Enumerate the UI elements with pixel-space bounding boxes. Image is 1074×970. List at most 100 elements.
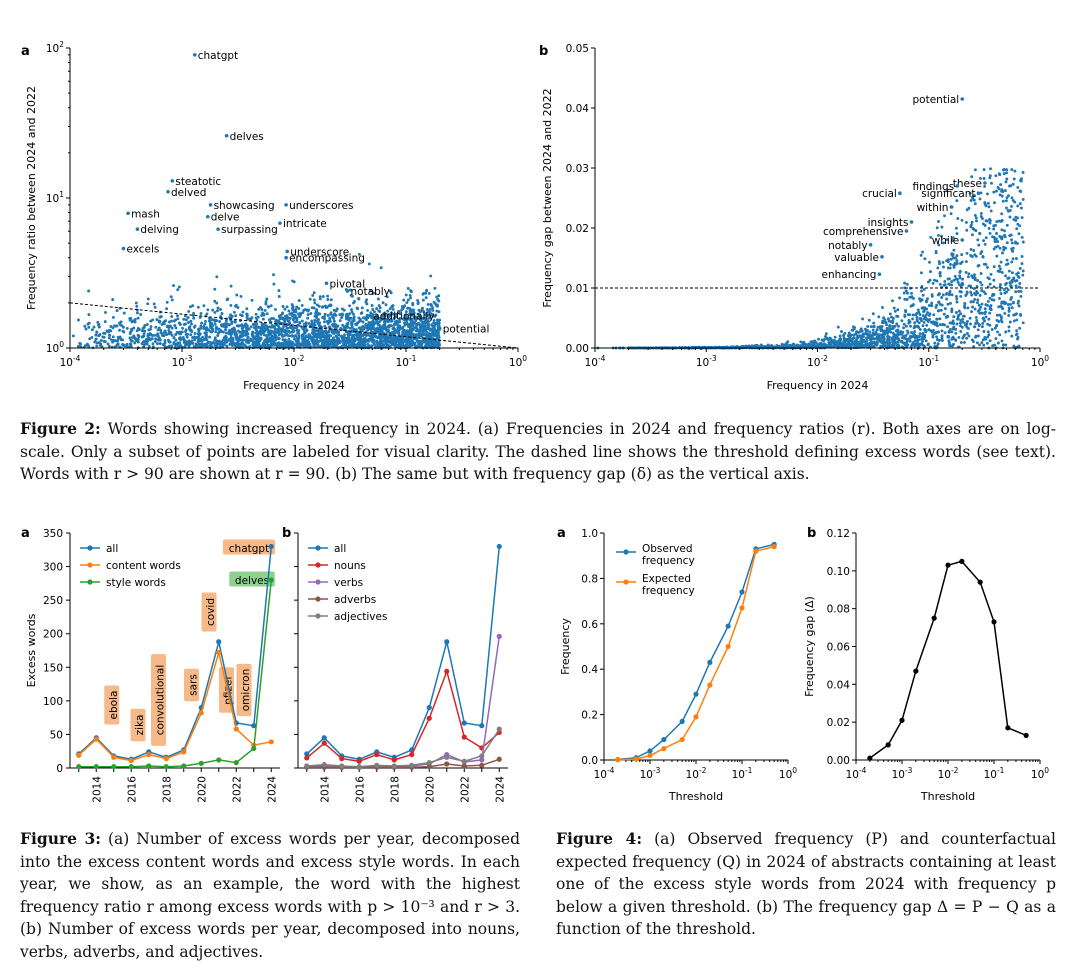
scatter-point [973,307,977,311]
scatter-point [997,264,1001,268]
scatter-point [947,330,951,334]
scatter-point [366,328,370,332]
scatter-point [1016,216,1019,220]
legend-label: frequency [642,555,695,567]
scatter-point [248,339,251,343]
scatter-point [889,320,893,324]
scatter-point [90,328,94,332]
scatter-point [92,325,96,329]
scatter-point [202,325,206,329]
scatter-point [288,316,292,320]
scatter-point [1010,196,1014,200]
scatter-point [1011,257,1015,261]
scatter-point [314,310,318,314]
scatter-point [170,314,174,318]
series-line [869,560,1027,759]
scatter-point [817,337,820,341]
scatter-point [988,339,992,343]
scatter-point [883,331,887,335]
scatter-point [954,226,958,230]
scatter-point [332,319,336,323]
scatter-point [871,332,875,336]
series-point [693,714,699,720]
scatter-point [1017,289,1020,293]
scatter-point [970,274,974,278]
scatter-point [76,318,80,322]
scatter-point [980,283,984,287]
labeled-point [437,326,442,331]
scatter-point [170,319,173,323]
scatter-point [379,336,383,339]
scatter-point [949,301,952,305]
scatter-point [848,339,852,343]
scatter-point [895,314,899,318]
series-point [146,763,152,769]
scatter-point [1003,311,1007,315]
scatter-point [945,297,949,301]
scatter-point [1020,255,1024,258]
scatter-point [257,341,260,345]
scatter-point [938,262,941,266]
scatter-point [837,340,840,344]
scatter-point [981,321,985,325]
scatter-point [954,338,958,342]
scatter-point [975,219,978,223]
scatter-point [961,320,965,324]
x-tick-label: 10-4 [594,766,615,781]
scatter-point [182,317,186,321]
scatter-point [377,304,381,308]
scatter-point [411,328,415,331]
scatter-point [402,318,406,322]
scatter-point [314,315,318,319]
series-point [633,756,639,762]
legend-marker [623,579,629,585]
scatter-point [414,334,418,338]
scatter-point [298,321,302,324]
scatter-point [285,332,289,336]
scatter-point [422,320,426,324]
scatter-point [886,335,890,339]
scatter-point [906,331,910,335]
scatter-point [946,258,950,262]
scatter-point [848,332,852,336]
scatter-point [93,340,97,344]
word-label: findings [912,181,954,193]
scatter-point [955,300,959,304]
scatter-point [946,302,950,306]
word-label: insights [868,217,909,229]
scatter-point [349,340,353,344]
series-point [198,710,204,716]
scatter-point [353,300,356,303]
scatter-point [134,337,138,341]
labeled-point [909,220,914,224]
scatter-point [170,333,174,337]
scatter-point [973,213,977,217]
scatter-point [146,302,150,306]
scatter-point [922,320,926,324]
scatter-point [293,343,297,347]
scatter-point [928,317,932,321]
scatter-point [394,315,398,319]
series-point [233,726,239,732]
scatter-point [760,344,764,348]
scatter-point [233,320,237,324]
scatter-point [285,305,289,309]
scatter-point [199,312,203,315]
scatter-point [236,344,240,347]
scatter-point [436,297,440,301]
scatter-point [373,327,377,331]
scatter-point [928,260,931,264]
scatter-point [301,339,305,343]
scatter-point [348,312,352,316]
scatter-point [304,339,308,343]
scatter-point [1017,344,1021,348]
scatter-point [863,327,867,331]
scatter-point [971,340,975,343]
scatter-point [1019,290,1023,293]
scatter-point [134,301,138,305]
scatter-point [203,331,207,335]
scatter-point [974,335,977,339]
scatter-point [970,255,974,259]
scatter-point [888,324,892,328]
scatter-point [883,318,887,322]
